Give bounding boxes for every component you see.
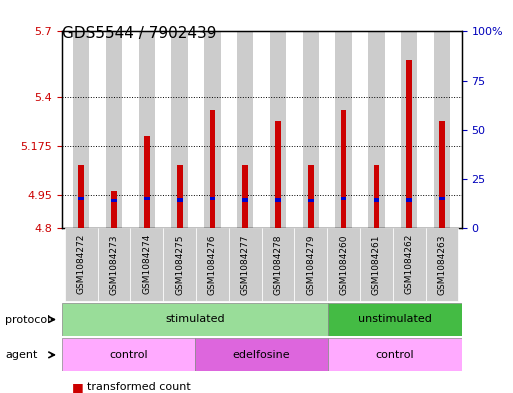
FancyBboxPatch shape <box>196 228 229 301</box>
Bar <box>328 303 462 336</box>
Text: edelfosine: edelfosine <box>233 350 290 360</box>
FancyBboxPatch shape <box>294 228 327 301</box>
Bar <box>111 191 117 228</box>
Text: protocol: protocol <box>5 314 50 325</box>
Bar <box>401 31 418 228</box>
Bar <box>303 31 319 228</box>
Bar <box>373 198 379 202</box>
Bar <box>171 31 188 228</box>
Text: GSM1084274: GSM1084274 <box>142 234 151 294</box>
FancyBboxPatch shape <box>229 228 262 301</box>
Bar <box>368 31 385 228</box>
Bar <box>195 338 328 371</box>
Bar <box>434 31 450 228</box>
Text: GSM1084273: GSM1084273 <box>110 234 119 294</box>
Text: GSM1084275: GSM1084275 <box>175 234 184 294</box>
Bar <box>275 121 281 228</box>
Bar <box>242 198 248 202</box>
Bar <box>177 198 183 202</box>
Bar <box>406 60 412 228</box>
Text: GSM1084278: GSM1084278 <box>273 234 283 294</box>
Text: GSM1084260: GSM1084260 <box>339 234 348 294</box>
Bar <box>275 198 281 202</box>
Text: transformed count: transformed count <box>87 382 191 392</box>
Bar <box>242 165 248 228</box>
Bar <box>204 31 221 228</box>
Text: control: control <box>109 350 148 360</box>
Bar <box>308 199 313 202</box>
Text: GSM1084279: GSM1084279 <box>306 234 315 294</box>
Bar <box>144 136 150 228</box>
FancyBboxPatch shape <box>130 228 163 301</box>
Bar <box>111 199 117 202</box>
Bar <box>373 165 379 228</box>
Bar <box>177 165 183 228</box>
FancyBboxPatch shape <box>327 228 360 301</box>
FancyBboxPatch shape <box>360 228 393 301</box>
Text: GSM1084263: GSM1084263 <box>438 234 446 294</box>
FancyBboxPatch shape <box>163 228 196 301</box>
Bar <box>406 198 412 202</box>
Bar <box>341 197 346 200</box>
Text: GSM1084276: GSM1084276 <box>208 234 217 294</box>
Bar <box>308 165 313 228</box>
Bar <box>210 197 215 200</box>
Bar <box>106 31 122 228</box>
Bar <box>439 121 445 228</box>
Bar <box>439 197 445 200</box>
FancyBboxPatch shape <box>426 228 459 301</box>
Text: GDS5544 / 7902439: GDS5544 / 7902439 <box>62 26 216 40</box>
FancyBboxPatch shape <box>65 228 97 301</box>
FancyBboxPatch shape <box>97 228 130 301</box>
Text: GSM1084277: GSM1084277 <box>241 234 250 294</box>
Text: control: control <box>376 350 415 360</box>
Bar <box>341 110 346 228</box>
Text: unstimulated: unstimulated <box>358 314 432 324</box>
Bar <box>144 197 150 200</box>
Bar <box>78 165 84 228</box>
Text: stimulated: stimulated <box>165 314 225 324</box>
Bar <box>73 31 89 228</box>
Bar <box>139 31 155 228</box>
FancyBboxPatch shape <box>262 228 294 301</box>
FancyBboxPatch shape <box>393 228 426 301</box>
Text: GSM1084272: GSM1084272 <box>77 234 86 294</box>
Bar <box>270 31 286 228</box>
Text: GSM1084262: GSM1084262 <box>405 234 413 294</box>
Bar <box>237 31 253 228</box>
Text: GSM1084261: GSM1084261 <box>372 234 381 294</box>
Bar <box>336 31 352 228</box>
Text: ■: ■ <box>72 380 84 393</box>
Bar <box>210 110 215 228</box>
Bar <box>78 197 84 200</box>
Bar <box>62 303 328 336</box>
Bar <box>62 338 195 371</box>
Text: agent: agent <box>5 350 37 360</box>
Bar <box>328 338 462 371</box>
